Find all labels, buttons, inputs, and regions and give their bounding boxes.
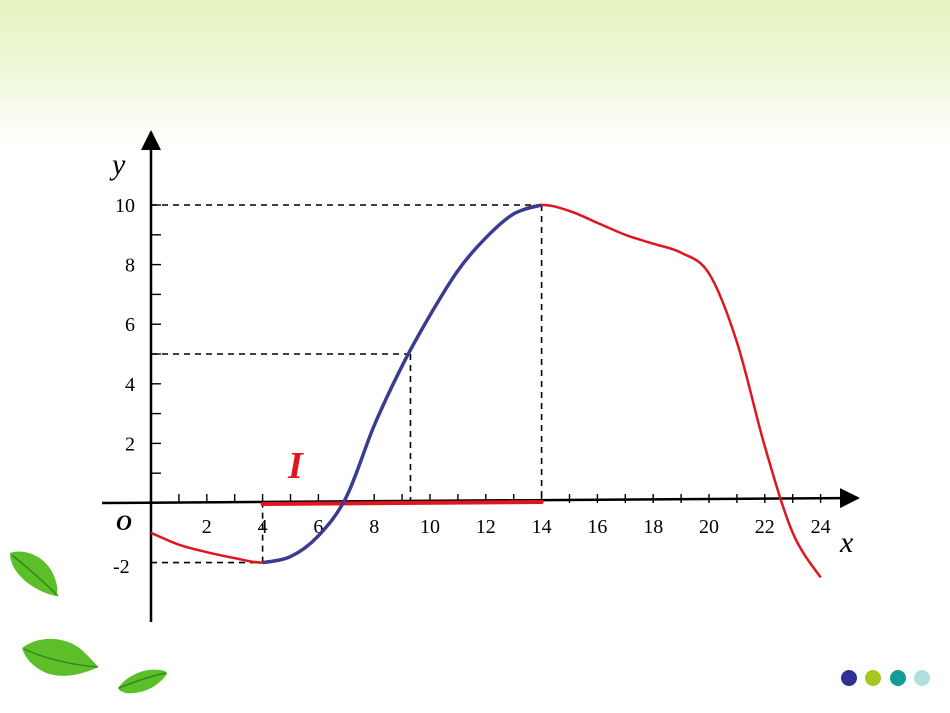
negative-two-label: -2 xyxy=(113,556,130,578)
x-tick-label: 4 xyxy=(258,516,268,538)
decor-dot-teal xyxy=(890,670,906,686)
y-axis-label: y xyxy=(109,148,126,181)
x-axis-ticks: 2 4 6 8 10 12 14 16 18 20 22 24 xyxy=(178,494,831,538)
x-tick-label: 6 xyxy=(313,516,323,538)
x-tick-label: 2 xyxy=(202,516,212,538)
y-tick-label: 2 xyxy=(125,433,135,455)
leaf-icon xyxy=(118,669,167,694)
decor-dot-lightblue xyxy=(914,670,930,686)
y-axis-ticks: 2 4 6 8 10 xyxy=(115,195,161,474)
x-tick-label: 24 xyxy=(811,516,831,538)
x-tick-label: 8 xyxy=(369,516,379,538)
y-tick-label: 6 xyxy=(125,314,135,336)
x-tick-label: 10 xyxy=(420,516,440,538)
interval-label: I xyxy=(287,445,304,487)
increasing-segment xyxy=(262,203,543,565)
x-tick-label: 16 xyxy=(587,516,607,538)
interval-segment xyxy=(260,500,544,506)
y-tick-label: 8 xyxy=(125,255,135,277)
dashed-guides xyxy=(151,204,543,564)
y-tick-label: 4 xyxy=(125,374,135,396)
y-tick-label: 10 xyxy=(115,195,135,217)
leaf-icon xyxy=(10,551,59,597)
leaf-icon xyxy=(22,638,99,676)
decor-dot-lime xyxy=(865,670,881,686)
decor-dot-navy xyxy=(841,670,857,686)
x-tick-label: 12 xyxy=(476,516,496,538)
x-tick-label: 14 xyxy=(532,516,552,538)
decorative-top-band xyxy=(0,0,950,150)
x-tick-label: 20 xyxy=(699,516,719,538)
x-tick-label: 22 xyxy=(755,516,775,538)
origin-label: O xyxy=(116,510,132,535)
x-tick-label: 18 xyxy=(643,516,663,538)
x-axis-label: x xyxy=(839,526,854,559)
